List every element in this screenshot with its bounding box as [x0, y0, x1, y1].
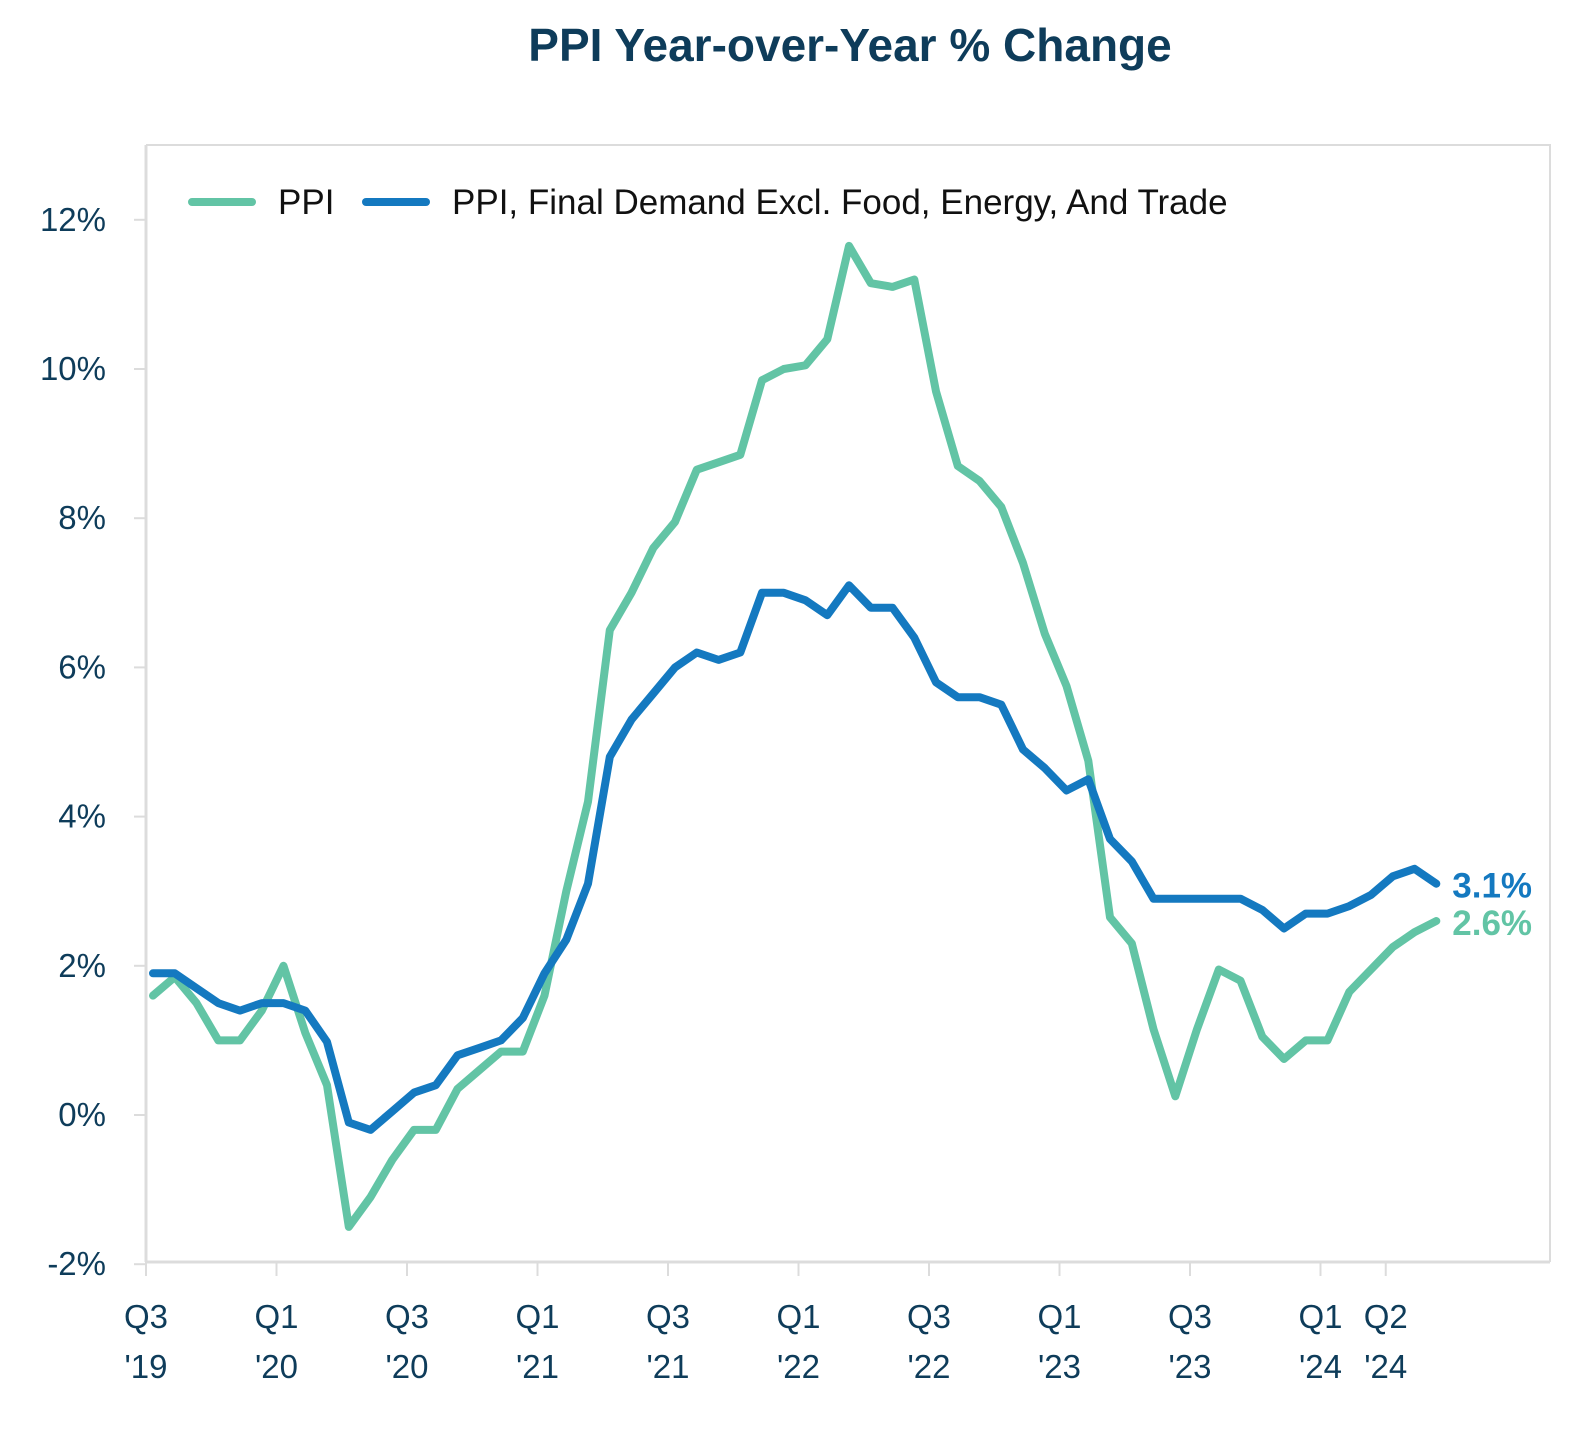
y-tick-label: 4% [58, 798, 106, 835]
x-tick-label: '21 [516, 1348, 559, 1385]
legend-label-ppi: PPI [278, 183, 334, 222]
series-line-ppi-core [149, 581, 1441, 1134]
y-tick-label: 12% [40, 201, 106, 238]
x-tick-label: '24 [1364, 1348, 1407, 1385]
x-tick-label: '19 [124, 1348, 167, 1385]
series-line-ppi [149, 241, 1441, 1231]
x-tick-label: '23 [1168, 1348, 1211, 1385]
x-tick-label: Q3 [1168, 1298, 1212, 1335]
y-tick-label: -2% [47, 1245, 106, 1282]
plot-frame [146, 144, 1551, 1262]
x-tick-label: '22 [907, 1348, 950, 1385]
x-tick-label: Q1 [254, 1298, 298, 1335]
x-tick-label: Q3 [385, 1298, 429, 1335]
x-tick-label: '21 [646, 1348, 689, 1385]
x-tick-label: Q3 [646, 1298, 690, 1335]
chart-title: PPI Year-over-Year % Change [528, 19, 1172, 71]
x-tick-label: '20 [385, 1348, 428, 1385]
x-tick-label: Q3 [907, 1298, 951, 1335]
legend-label-ppi-core: PPI, Final Demand Excl. Food, Energy, An… [452, 183, 1228, 222]
x-tick-label: Q1 [1298, 1298, 1342, 1335]
x-tick-label: '22 [777, 1348, 820, 1385]
x-tick-label: Q1 [776, 1298, 820, 1335]
x-tick-label: Q1 [515, 1298, 559, 1335]
y-tick-label: 2% [58, 947, 106, 984]
y-tick-label: 6% [58, 648, 106, 685]
end-value-label: 2.6% [1452, 904, 1532, 943]
x-tick-label: '24 [1299, 1348, 1342, 1385]
x-tick-label: Q2 [1364, 1298, 1408, 1335]
x-tick-label: Q1 [1037, 1298, 1081, 1335]
x-tick-label: '23 [1038, 1348, 1081, 1385]
x-tick-label: '20 [255, 1348, 298, 1385]
end-value-label: 3.1% [1452, 867, 1532, 906]
x-tick-label: Q3 [124, 1298, 168, 1335]
y-tick-label: 0% [58, 1096, 106, 1133]
y-tick-label: 10% [40, 350, 106, 387]
y-tick-label: 8% [58, 499, 106, 536]
